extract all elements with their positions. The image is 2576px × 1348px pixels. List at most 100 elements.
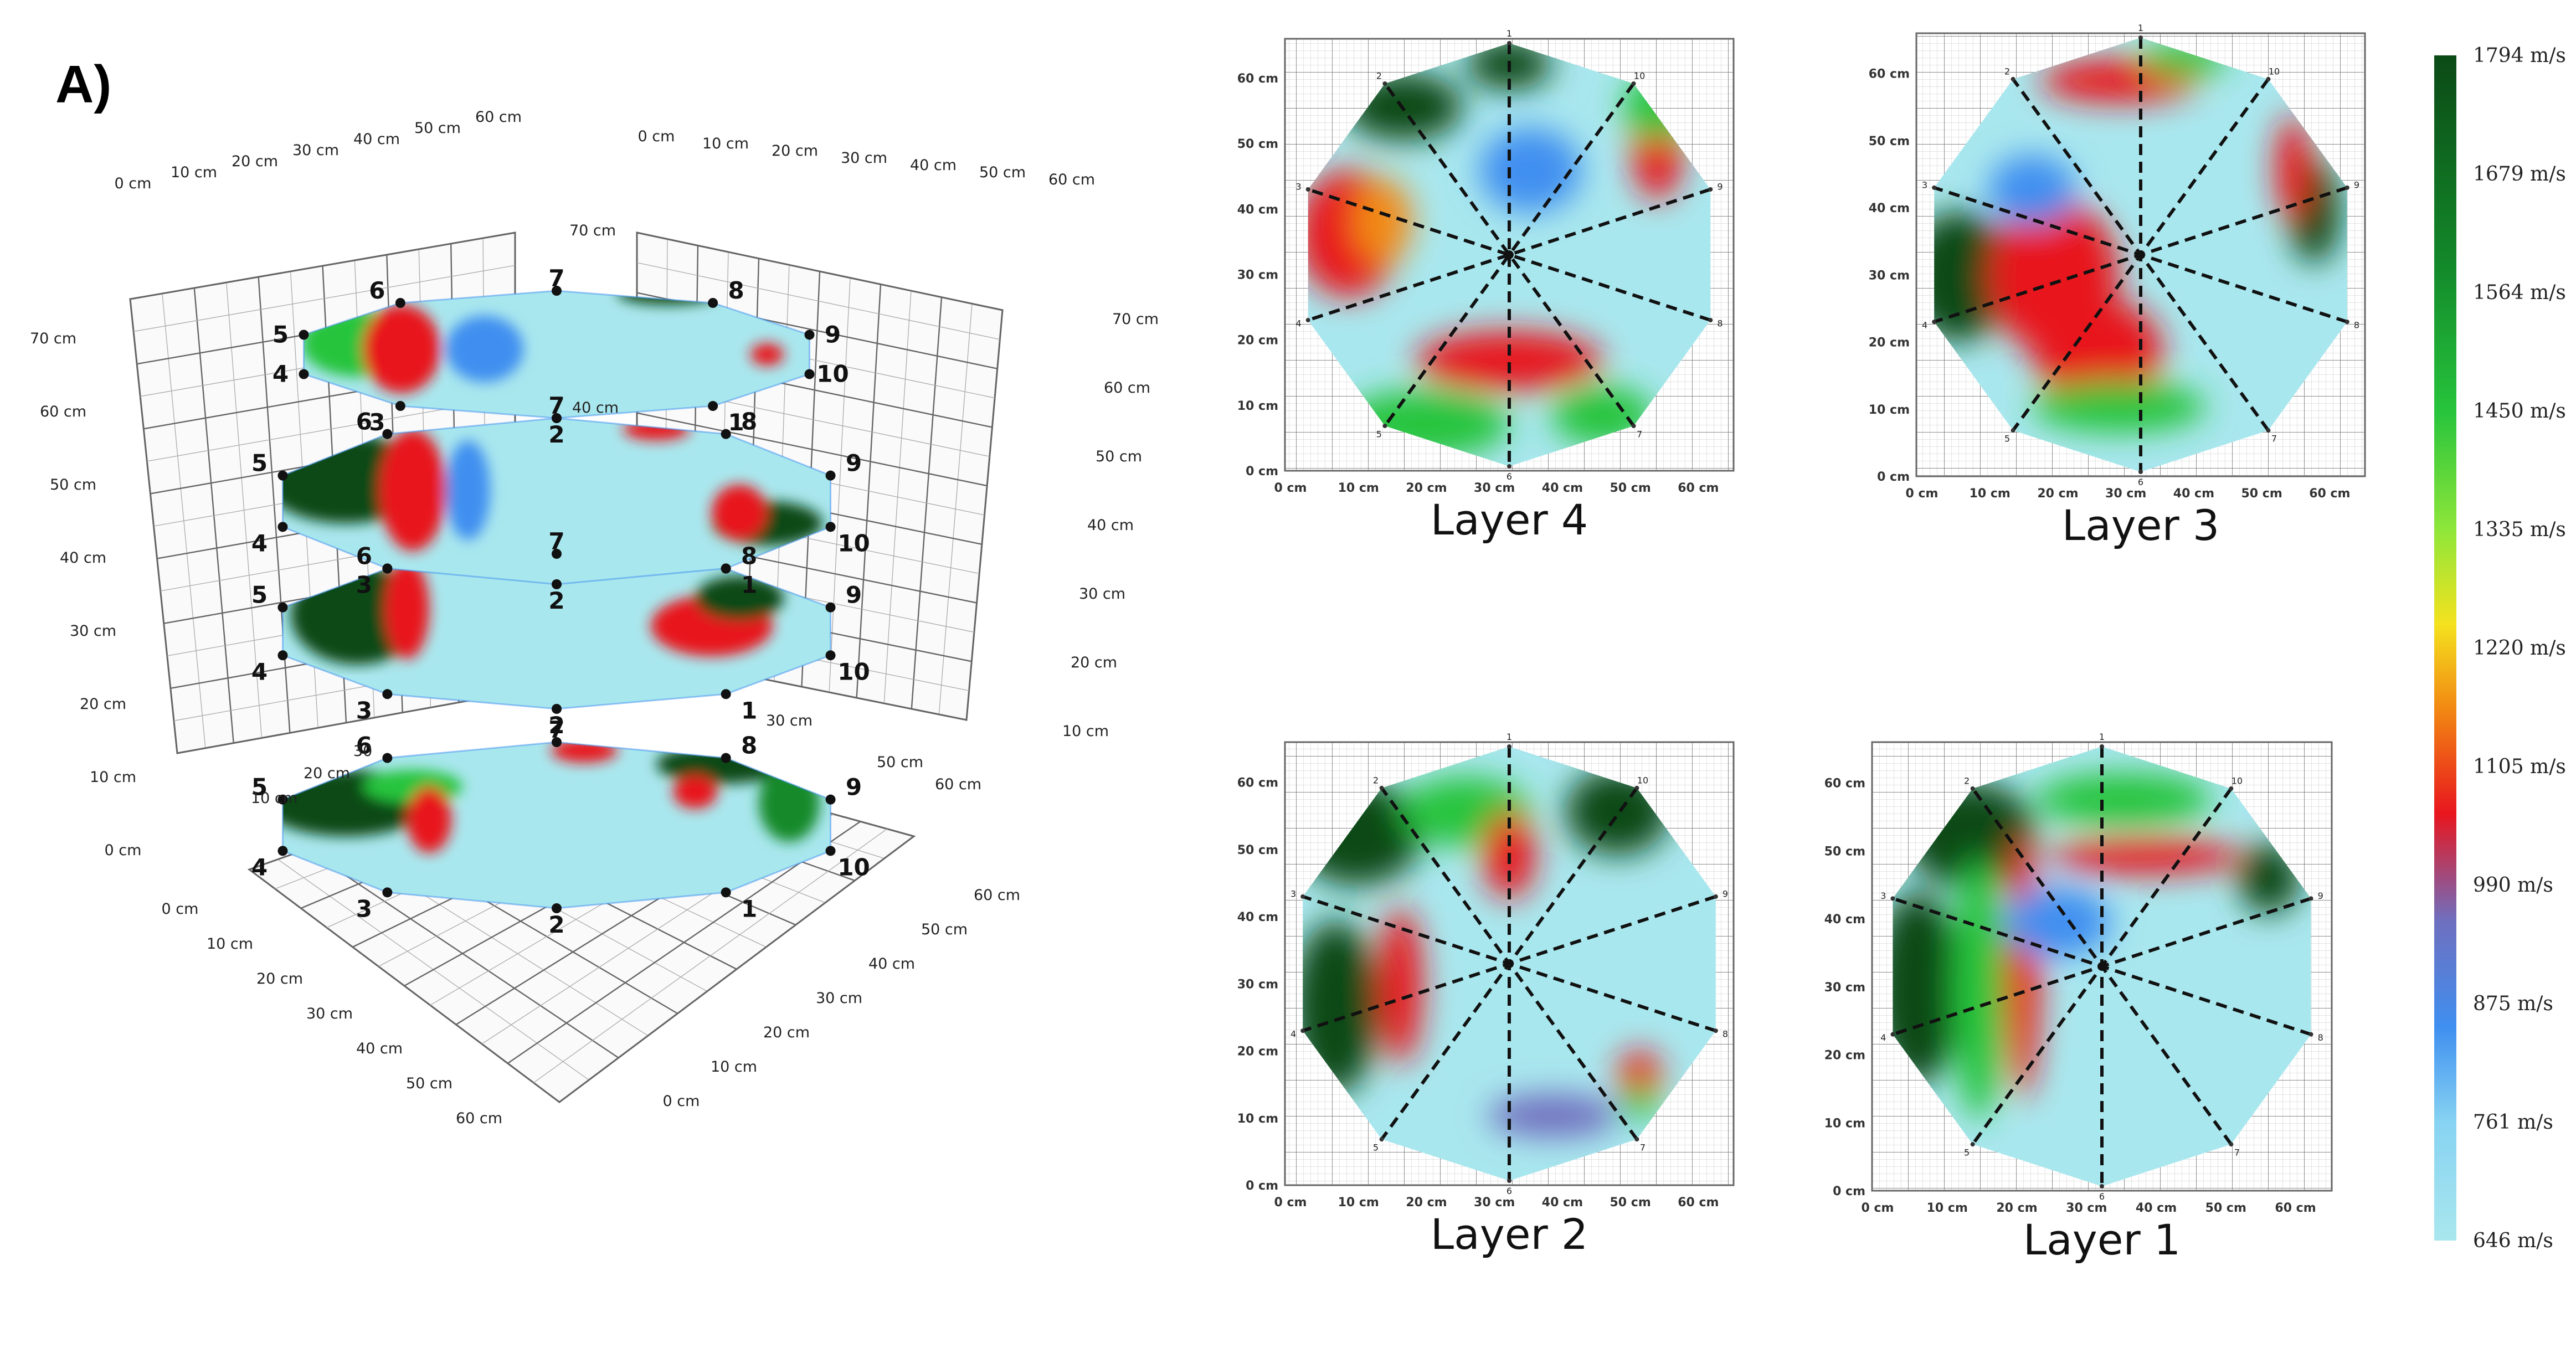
point-label: 6: [356, 732, 372, 759]
axis-tick-label: 40 cm: [60, 549, 106, 567]
axis-tick-label: 60 cm: [1104, 379, 1150, 397]
point-label: 6: [369, 277, 385, 304]
sensor-label: 4: [1880, 1032, 1886, 1043]
axis-tick-label: 0 cm: [115, 175, 152, 192]
sensor-label: 1: [1506, 28, 1512, 39]
sensor-point: [1631, 424, 1636, 429]
axis-tick-label: 70 cm: [1112, 311, 1159, 328]
point-label: 8: [728, 277, 744, 304]
x-tick-label: 40 cm: [2136, 1201, 2177, 1215]
measurement-point: [721, 563, 731, 574]
point-label: 2: [548, 911, 564, 938]
sensor-point: [2100, 1184, 2104, 1188]
center-point: [1505, 250, 1514, 259]
sensor-label: 8: [1717, 318, 1723, 329]
sensor-point: [1890, 896, 1895, 901]
axis-tick-label: 60 cm: [1048, 171, 1095, 188]
point-label: 5: [251, 774, 268, 801]
axis-tick-label: 10 cm: [711, 1058, 757, 1076]
axis-tick-label: 30 cm: [841, 150, 887, 167]
grid-line: [636, 231, 1003, 311]
layer-map-3: 0 cm 10 cm 20 cm 30 cm 40 cm 50 cm 60 cm 0 cm 10…: [1869, 23, 2366, 550]
sensor-point: [1708, 187, 1713, 192]
sensor-label: 3: [1922, 179, 1927, 190]
measurement-point: [395, 297, 405, 308]
y-tick-label: 20 cm: [1237, 1045, 1278, 1059]
colorbar-tick-label: 1335 m/s: [2473, 518, 2566, 541]
y-tick-label: 40 cm: [1237, 910, 1278, 924]
layer-map-1: 0 cm 10 cm 20 cm 30 cm 40 cm 50 cm 60 cm 0 cm 10…: [1824, 732, 2333, 1264]
sensor-point: [1890, 1032, 1895, 1037]
x-tick-label: 10 cm: [1927, 1201, 1968, 1215]
measurement-point: [804, 330, 815, 340]
sensor-label: 3: [1295, 181, 1301, 192]
y-tick-label: 60 cm: [1237, 72, 1278, 86]
x-tick-label: 20 cm: [1996, 1201, 2037, 1215]
y-tick-label: 20 cm: [1237, 334, 1278, 348]
sensor-point: [2308, 1032, 2313, 1037]
axis-tick-label: 20 cm: [1071, 654, 1117, 671]
x-tick-label: 60 cm: [2275, 1201, 2316, 1215]
axis-tick-label: 10 cm: [251, 790, 297, 807]
point-label: 7: [548, 716, 564, 743]
point-label: 1: [741, 571, 757, 598]
measurement-point: [277, 470, 288, 481]
colorbar-tick-label: 1220 m/s: [2473, 637, 2566, 660]
sensor-label: 8: [1723, 1029, 1728, 1040]
y-tick-label: 60 cm: [1824, 777, 1865, 791]
center-point: [1505, 959, 1514, 968]
point-label: 3: [356, 895, 372, 922]
point-label: 10: [837, 853, 870, 881]
axis-tick-label: 30 cm: [306, 1005, 353, 1022]
sensor-point: [1507, 464, 1511, 469]
y-tick-label: 0 cm: [1833, 1185, 1865, 1198]
axis-tick-label: 0 cm: [162, 901, 199, 918]
axis-tick-label: 0 cm: [638, 128, 675, 145]
axis-tick-label: 30 cm: [1079, 585, 1125, 603]
layer-label: Layer 3: [2062, 501, 2219, 550]
point-label: 1: [741, 697, 757, 724]
sensor-label: 10: [2231, 775, 2243, 786]
colorbar-tick-label: 1794 m/s: [2473, 44, 2566, 67]
y-tick-label: 10 cm: [1824, 1117, 1865, 1130]
sensor-point: [1382, 81, 1387, 86]
measurement-point: [804, 369, 815, 379]
sensor-label: 7: [1637, 429, 1642, 440]
measurement-point: [277, 522, 288, 532]
point-label: 8: [741, 408, 757, 435]
point-label: 2: [548, 587, 564, 614]
sensor-label: 8: [2354, 320, 2359, 331]
sensor-point: [2138, 35, 2143, 40]
sensor-label: 4: [1922, 320, 1927, 331]
y-tick-label: 10 cm: [1237, 1112, 1278, 1126]
measurement-point: [825, 794, 836, 805]
axis-tick-label: 10 cm: [702, 135, 749, 152]
center-point: [2136, 250, 2145, 259]
point-label: 2: [548, 421, 564, 448]
axis-tick-label: 40 cm: [868, 955, 915, 973]
point-label: 5: [272, 321, 289, 348]
point-label: 4: [251, 529, 268, 557]
point-label: 7: [548, 265, 564, 292]
measurement-point: [721, 753, 731, 763]
axis-tick-label: 50 cm: [406, 1075, 453, 1092]
x-tick-label: 50 cm: [1610, 1196, 1651, 1210]
sensor-label: 9: [2354, 179, 2359, 190]
axis-tick-label: 20 cm: [304, 765, 350, 782]
measurement-point: [552, 579, 562, 589]
grid-line: [559, 836, 914, 1103]
measurement-point: [552, 704, 562, 714]
x-tick-label: 40 cm: [1542, 481, 1583, 495]
axis-tick-label: 50 cm: [414, 120, 461, 137]
y-tick-label: 20 cm: [1824, 1049, 1865, 1063]
sensor-point: [1970, 786, 1975, 791]
y-tick-label: 30 cm: [1237, 977, 1278, 991]
colorbar-tick-label: 1105 m/s: [2473, 755, 2566, 778]
colorbar-tick-label: 1450 m/s: [2473, 400, 2566, 423]
measurement-point: [825, 602, 836, 613]
measurement-point: [277, 602, 288, 613]
sensor-point: [1634, 785, 1639, 790]
point-label: 3: [356, 697, 372, 724]
sensor-label: 7: [2234, 1148, 2240, 1158]
